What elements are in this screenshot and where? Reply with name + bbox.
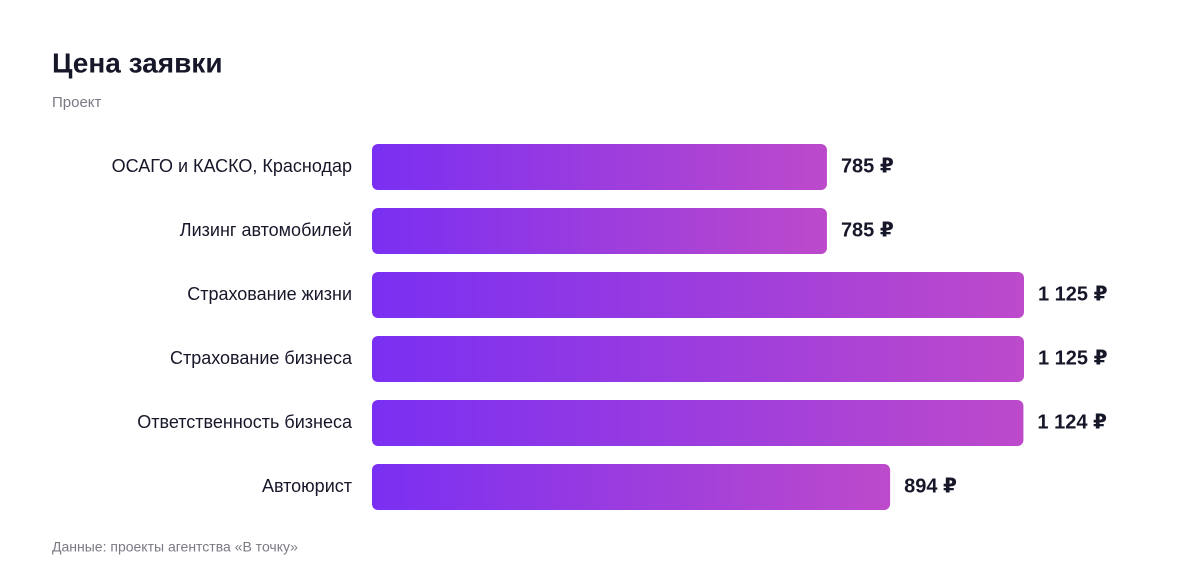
category-label: Ответственность бизнеса: [137, 412, 353, 432]
bar: [372, 336, 1024, 382]
value-label: 1 125 ₽: [1038, 283, 1108, 305]
value-label: 785 ₽: [841, 219, 894, 241]
chart-subtitle: Проект: [52, 94, 102, 111]
bar: [372, 144, 827, 190]
bar: [372, 464, 891, 510]
value-label: 785 ₽: [841, 155, 894, 177]
value-label: 1 124 ₽: [1037, 411, 1107, 433]
source-note: Данные: проекты агентства «В точку»: [52, 539, 298, 555]
category-label: Страхование жизни: [187, 284, 352, 304]
chart-title: Цена заявки: [52, 47, 223, 78]
category-label: ОСАГО и КАСКО, Краснодар: [112, 156, 352, 176]
bar: [372, 400, 1024, 446]
category-label: Страхование бизнеса: [170, 348, 353, 368]
bar: [372, 272, 1024, 318]
category-label: Автоюрист: [262, 476, 352, 496]
value-label: 894 ₽: [904, 475, 957, 497]
bar: [372, 208, 827, 254]
value-label: 1 125 ₽: [1038, 347, 1108, 369]
category-label: Лизинг автомобилей: [180, 220, 352, 240]
